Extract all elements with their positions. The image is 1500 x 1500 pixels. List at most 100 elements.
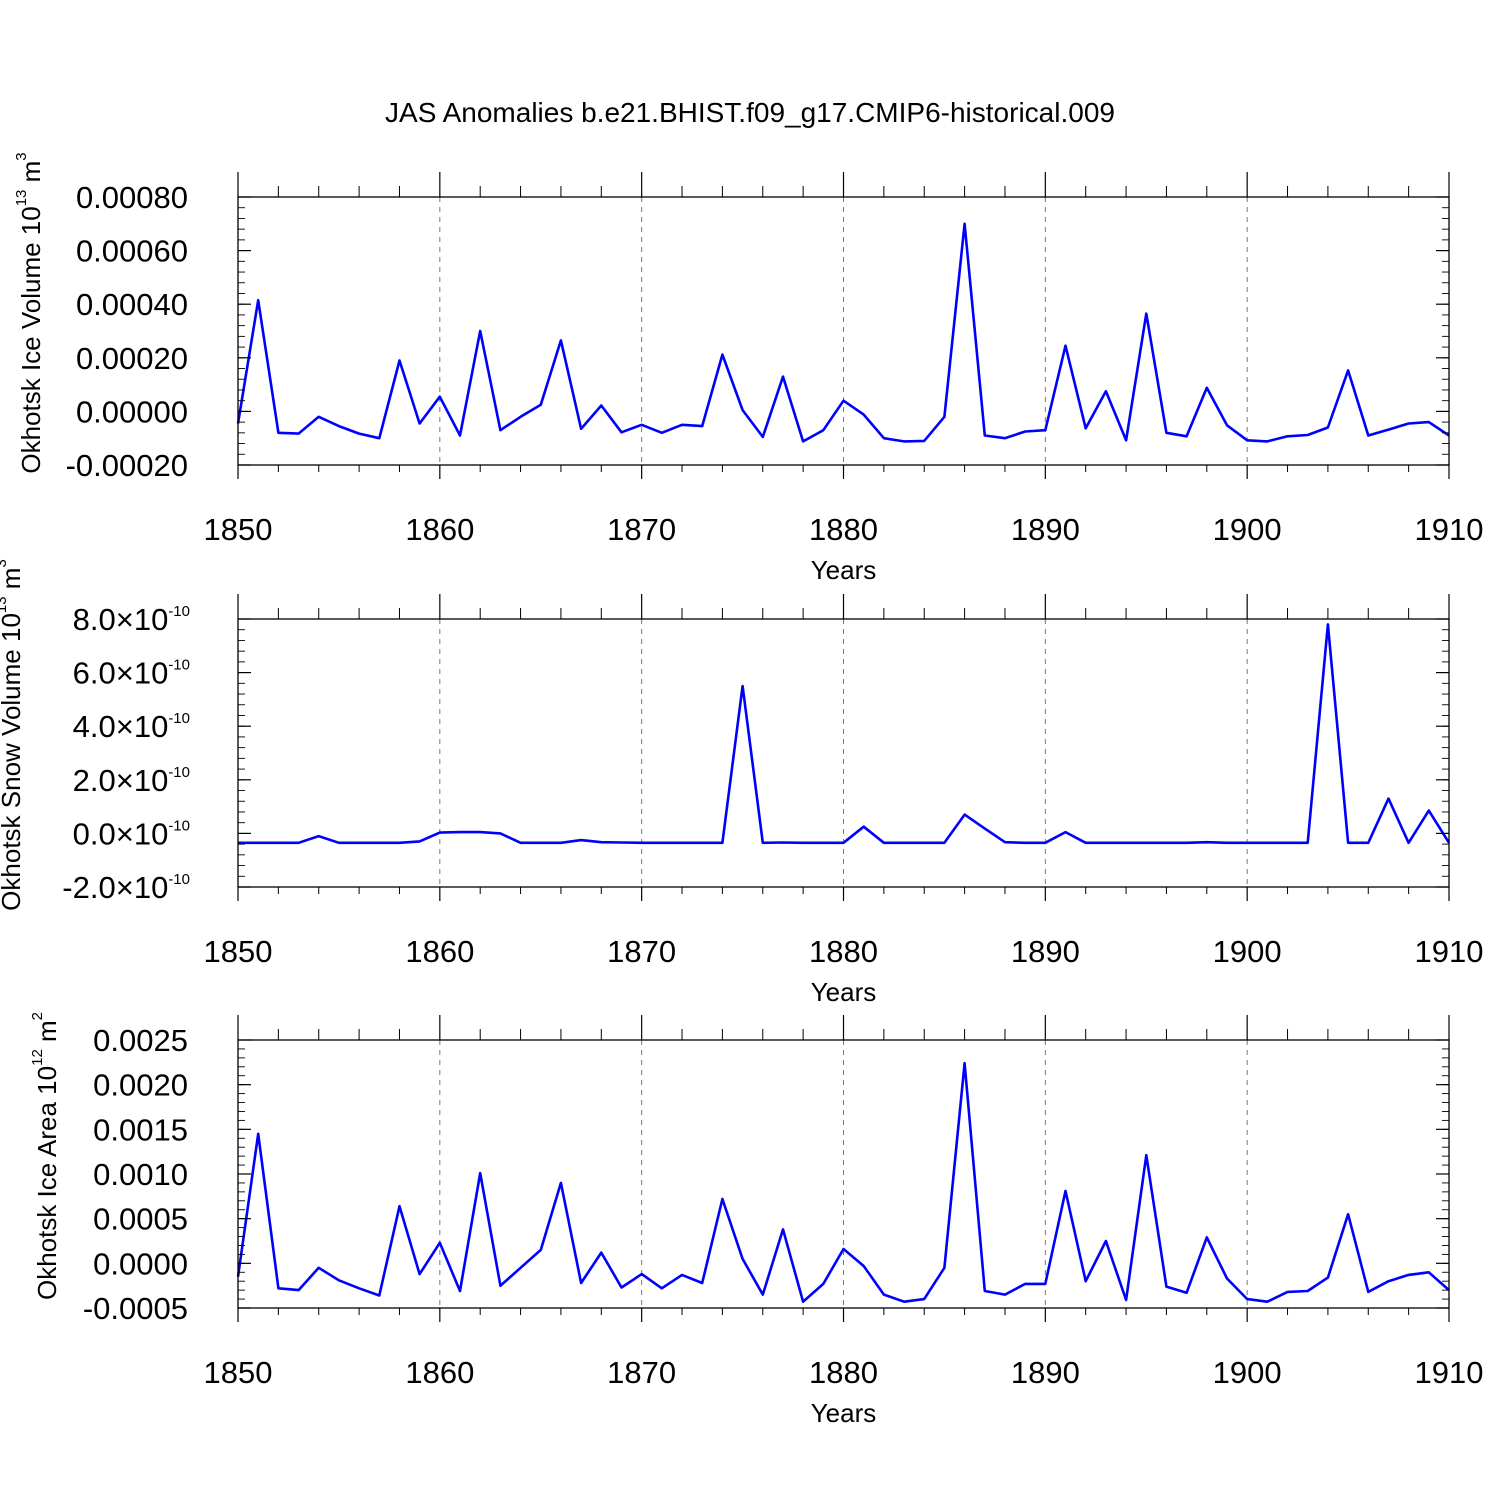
snow-volume-y-tick-mantissa: 6.0 <box>73 656 116 691</box>
snow-volume-y-tick-label-1: 0.0×10-10 <box>73 816 190 851</box>
snow-volume-y-tick-label-2: 2.0×10-10 <box>73 763 190 798</box>
snow-volume-y-tick-labels: -2.0×10-100.0×10-102.0×10-104.0×10-106.0… <box>62 602 190 905</box>
snow-volume-y-tick-base: 10 <box>134 709 168 744</box>
ice-volume-x-tick-label-1850: 1850 <box>204 512 273 547</box>
ice-volume-x-tick-label-1910: 1910 <box>1415 512 1484 547</box>
snow-volume-y-label-text: Okhotsk Snow Volume 10 <box>0 613 26 911</box>
ice-area-x-tick-label-1880: 1880 <box>809 1355 878 1390</box>
snow-volume-y-tick-times: × <box>116 763 134 798</box>
ice-volume-y-tick-label-1: 0.00000 <box>76 394 188 429</box>
ice-area-y-label-unit: m <box>32 1020 62 1049</box>
snow-volume-y-tick-exponent: -10 <box>168 603 190 620</box>
ice-area-ticks <box>237 1015 1450 1322</box>
ice-area-panel: -0.0005 0.0000 0.0005 0.0010 0.0015 0.0020 0.0… <box>29 1012 1483 1428</box>
ice-volume-y-label-unit: m <box>16 161 46 190</box>
ice-volume-y-tick-label-0: -0.00020 <box>66 448 188 483</box>
snow-volume-x-tick-label-1860: 1860 <box>405 934 474 969</box>
ice-area-y-tick-label-4: 0.0015 <box>93 1112 188 1147</box>
ice-area-x-tick-label-1900: 1900 <box>1213 1355 1282 1390</box>
ice-area-x-tick-labels: 1850 1860 1870 1880 1890 1900 1910 <box>204 1355 1484 1390</box>
ice-volume-series <box>236 222 1450 443</box>
ice-volume-x-tick-label-1860: 1860 <box>405 512 474 547</box>
ice-area-y-label-text: Okhotsk Ice Area 10 <box>32 1066 62 1300</box>
snow-volume-y-tick-times: × <box>116 816 134 851</box>
snow-volume-y-tick-base: 10 <box>134 656 168 691</box>
ice-volume-grid <box>439 197 1248 465</box>
ice-area-y-tick-label-3: 0.0010 <box>93 1157 188 1192</box>
snow-volume-y-tick-label-0: -2.0×10-10 <box>62 870 190 905</box>
ice-volume-panel: -0.00020 0.00000 0.00020 0.00040 0.00060 0.00… <box>13 152 1483 585</box>
ice-volume-series-line <box>236 222 1450 443</box>
snow-volume-y-tick-label-5: 8.0×10-10 <box>73 602 190 637</box>
ice-area-x-tick-label-1890: 1890 <box>1011 1355 1080 1390</box>
snow-volume-y-tick-mantissa: 8.0 <box>73 602 116 637</box>
ice-area-x-axis-label: Years <box>811 1398 877 1428</box>
snow-volume-y-tick-mantissa: -2.0 <box>62 870 115 905</box>
snow-volume-grid <box>439 619 1248 887</box>
snow-volume-x-tick-label-1870: 1870 <box>607 934 676 969</box>
ice-volume-y-tick-labels: -0.00020 0.00000 0.00020 0.00040 0.00060 0.00… <box>66 180 188 483</box>
snow-volume-y-tick-exponent: -10 <box>168 817 190 834</box>
ice-volume-x-tick-label-1880: 1880 <box>809 512 878 547</box>
ice-area-series <box>236 1061 1450 1303</box>
ice-volume-y-tick-label-5: 0.00080 <box>76 180 188 215</box>
snow-volume-y-label-exponent: 13 <box>0 596 10 613</box>
snow-volume-y-tick-exponent: -10 <box>168 657 190 674</box>
snow-volume-ticks <box>237 594 1450 901</box>
ice-area-grid <box>439 1040 1248 1308</box>
snow-volume-x-tick-label-1890: 1890 <box>1011 934 1080 969</box>
figure-title: JAS Anomalies b.e21.BHIST.f09_g17.CMIP6-… <box>385 97 1115 128</box>
snow-volume-y-label-unit: m <box>0 568 26 597</box>
snow-volume-y-tick-mantissa: 2.0 <box>73 763 116 798</box>
ice-volume-x-tick-label-1870: 1870 <box>607 512 676 547</box>
snow-volume-y-tick-base: 10 <box>134 763 168 798</box>
snow-volume-y-axis-label: Okhotsk Snow Volume 1013 m3 <box>0 559 26 911</box>
snow-volume-y-tick-times: × <box>116 602 134 637</box>
snow-volume-x-axis-label: Years <box>811 977 877 1007</box>
snow-volume-x-tick-label-1900: 1900 <box>1213 934 1282 969</box>
ice-area-y-axis-label: Okhotsk Ice Area 1012 m2 <box>29 1012 62 1300</box>
snow-volume-y-tick-mantissa: 4.0 <box>73 709 116 744</box>
ice-volume-x-tick-label-1890: 1890 <box>1011 512 1080 547</box>
ice-volume-y-tick-label-2: 0.00020 <box>76 341 188 376</box>
ice-volume-x-tick-label-1900: 1900 <box>1213 512 1282 547</box>
ice-volume-ticks <box>237 172 1450 479</box>
ice-area-x-tick-label-1860: 1860 <box>405 1355 474 1390</box>
ice-area-y-tick-labels: -0.0005 0.0000 0.0005 0.0010 0.0015 0.0020 0.0… <box>83 1023 188 1326</box>
snow-volume-x-tick-label-1880: 1880 <box>809 934 878 969</box>
snow-volume-y-tick-times: × <box>116 656 134 691</box>
ice-area-x-tick-label-1870: 1870 <box>607 1355 676 1390</box>
snow-volume-x-tick-labels: 1850 1860 1870 1880 1890 1900 1910 <box>204 934 1484 969</box>
ice-volume-y-label-exponent: 13 <box>13 190 30 207</box>
snow-volume-y-tick-base: 10 <box>134 602 168 637</box>
ice-volume-x-axis-label: Years <box>811 555 877 585</box>
ice-volume-y-label-unit-exponent: 3 <box>13 152 30 160</box>
ice-volume-x-tick-labels: 1850 1860 1870 1880 1890 1900 1910 <box>204 512 1484 547</box>
ice-area-y-tick-label-2: 0.0005 <box>93 1202 188 1237</box>
snow-volume-series <box>238 623 1451 845</box>
snow-volume-y-tick-base: 10 <box>134 816 168 851</box>
snow-volume-y-tick-mantissa: 0.0 <box>73 816 116 851</box>
ice-volume-y-tick-label-4: 0.00060 <box>76 234 188 269</box>
snow-volume-y-label-unit-exponent: 3 <box>0 559 10 567</box>
snow-volume-y-tick-exponent: -10 <box>168 764 190 781</box>
ice-area-series-line <box>236 1061 1450 1303</box>
ice-area-x-tick-label-1910: 1910 <box>1415 1355 1484 1390</box>
ice-area-y-tick-label-6: 0.0025 <box>93 1023 188 1058</box>
snow-volume-panel: -2.0×10-100.0×10-102.0×10-104.0×10-106.0… <box>0 559 1483 1007</box>
ice-volume-y-tick-label-3: 0.00040 <box>76 287 188 322</box>
snow-volume-y-tick-times: × <box>116 870 134 905</box>
ice-area-y-label-exponent: 12 <box>29 1049 46 1066</box>
snow-volume-y-tick-label-3: 4.0×10-10 <box>73 709 190 744</box>
ice-area-y-tick-label-0: -0.0005 <box>83 1291 188 1326</box>
ice-area-x-tick-label-1850: 1850 <box>204 1355 273 1390</box>
snow-volume-y-tick-label-4: 6.0×10-10 <box>73 656 190 691</box>
ice-volume-y-axis-label: Okhotsk Ice Volume 1013 m3 <box>13 152 46 473</box>
snow-volume-y-tick-times: × <box>116 709 134 744</box>
snow-volume-x-tick-label-1850: 1850 <box>204 934 273 969</box>
ice-area-y-tick-label-5: 0.0020 <box>93 1068 188 1103</box>
ice-area-y-label-unit-exponent: 2 <box>29 1012 46 1020</box>
snow-volume-y-tick-base: 10 <box>134 870 168 905</box>
snow-volume-x-tick-label-1910: 1910 <box>1415 934 1484 969</box>
